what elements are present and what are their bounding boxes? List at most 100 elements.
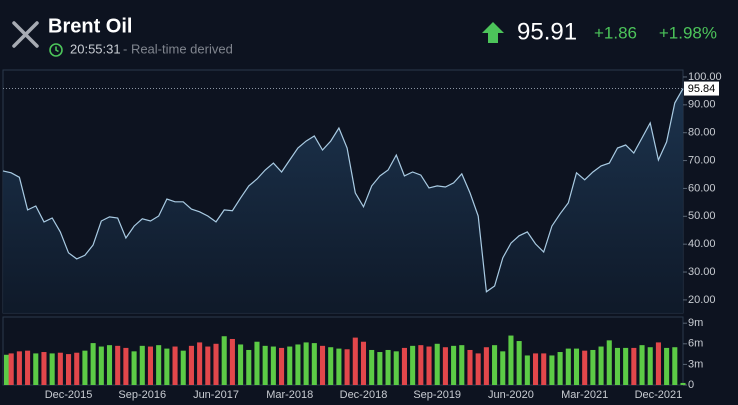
volume-bar [82,350,88,385]
volume-bar [57,352,63,385]
volume-bar [598,346,604,385]
volume-bar [319,345,326,385]
volume-bar [418,345,424,385]
volume-bar [508,335,514,385]
volume-bar [156,345,162,385]
y-tick-label: 0 [688,379,694,391]
x-tick-label: Mar-2018 [266,389,313,401]
volume-bar [270,346,276,385]
volume-bar [49,353,55,385]
volume-bar [524,355,530,385]
volume-bar [549,355,555,385]
volume-bar [516,341,522,385]
last-price-tag [684,81,719,96]
volume-bar [352,337,358,385]
x-tick-label: Jun-2017 [193,389,239,401]
volume-bar [647,347,653,385]
volume-bar [344,349,350,385]
volume-bar [229,338,235,385]
volume-bar [262,345,268,385]
price-change: +1.86 [594,23,637,42]
volume-bar [410,345,416,385]
x-tick-label: Dec-2018 [340,389,388,401]
volume-bar [115,345,121,385]
volume-bar [66,354,72,385]
volume-bar [672,347,678,385]
volume-bar [532,353,539,385]
x-tick-label: Sep-2019 [413,389,461,401]
volume-bar [385,349,391,385]
volume-bar [492,345,498,385]
volume-bar [238,344,244,385]
volume-bar [401,347,407,385]
volume-bar [655,342,661,385]
volume-bar [172,346,178,385]
volume-bar [311,343,317,385]
volume-bar [295,344,301,385]
last-price-label: 95.84 [688,83,716,95]
volume-bar [131,351,137,385]
volume-bar [41,352,47,385]
volume-bar [123,347,129,385]
y-tick-label: 20.00 [688,294,716,306]
volume-bar [442,347,448,385]
x-tick-label: Mar-2021 [561,389,608,401]
y-tick-label: 9m [688,317,703,329]
volume-bar [639,345,645,385]
volume-bar [590,349,596,385]
volume-bar [664,347,670,385]
volume-bar [287,346,293,385]
volume-bar [426,346,432,385]
volume-bar [500,351,506,385]
clock-icon [49,43,63,57]
volume-bar [106,345,113,385]
volume-bar [90,343,96,385]
volume-bar [541,353,547,385]
volume-panel [2,316,684,386]
volume-bar [451,345,457,385]
volume-bar [606,340,612,385]
volume-bar [459,345,465,385]
volume-bar [74,352,80,385]
volume-bar [631,347,637,385]
y-tick-label: 90.00 [688,99,716,111]
price-area [3,88,683,313]
volume-bar [164,348,170,385]
y-tick-label: 80.00 [688,127,716,139]
volume-bar [279,347,285,385]
volume-bar [483,347,489,385]
quote-source: - Real-time derived [123,41,233,56]
volume-bar [98,346,104,385]
y-tick-label: 40.00 [688,238,716,250]
volume-bar [139,345,145,385]
volume-bar [246,349,252,385]
y-tick-label: 6m [688,338,703,350]
volume-bar [4,354,10,385]
last-price: 95.91 [517,18,577,45]
volume-bar [614,347,620,385]
x-tick-label: Sep-2016 [118,389,166,401]
volume-bar [328,347,334,385]
volume-bar [303,342,309,385]
x-tick-label: Dec-2021 [635,389,683,401]
volume-bar [221,336,227,385]
volume-bar [147,346,154,385]
volume-bar [33,353,39,385]
volume-bar [565,348,571,385]
volume-bar [336,348,342,385]
y-tick-label: 3m [688,358,703,370]
volume-bar [573,348,580,385]
volume-bar [180,350,186,385]
y-tick-label: 60.00 [688,182,716,194]
price-change-pct: +1.98% [659,23,717,42]
volume-bar [188,345,194,385]
up-arrow [482,22,504,43]
y-tick-label: 100.00 [688,71,722,83]
x-tick-label: Dec-2015 [45,389,93,401]
y-tick-label: 50.00 [688,210,716,222]
volume-bar [360,341,367,385]
close-button[interactable] [12,21,39,48]
volume-bar [8,353,14,385]
volume-bar [205,346,211,385]
volume-bar [467,349,473,385]
